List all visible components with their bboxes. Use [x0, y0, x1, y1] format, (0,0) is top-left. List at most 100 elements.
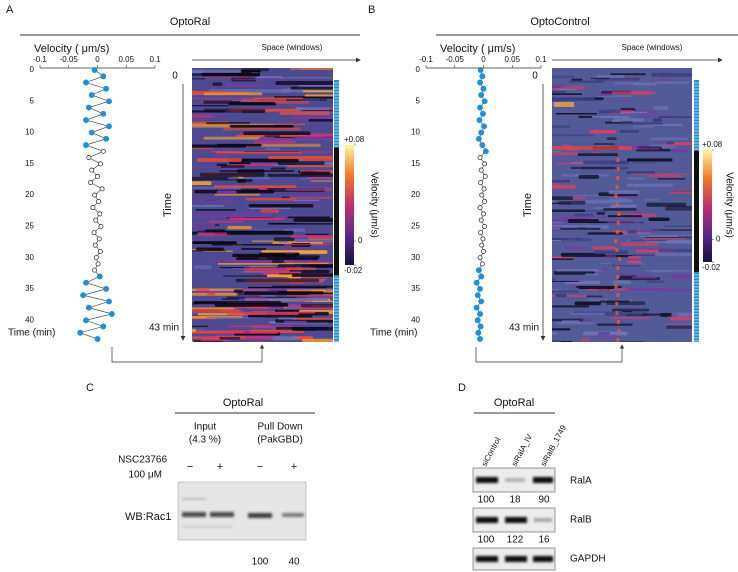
kymograph-texture	[195, 209, 236, 211]
kymograph-texture	[254, 140, 296, 144]
time-end: 43 min	[149, 323, 179, 334]
kymograph-texture	[291, 115, 333, 120]
kymograph-texture	[560, 252, 606, 257]
y-tick-label: 20	[411, 190, 420, 199]
kymograph-texture	[578, 285, 615, 289]
kymograph-texture	[650, 229, 692, 231]
velocity-point	[474, 317, 481, 324]
y-tick-label: 40	[411, 315, 420, 324]
kymograph-texture	[669, 317, 692, 321]
kymograph-texture	[591, 116, 630, 118]
velocity-point	[479, 242, 485, 248]
velocity-point	[480, 236, 486, 242]
kymograph-texture	[248, 204, 314, 208]
stim-bar-off	[334, 80, 339, 342]
velocity-point	[95, 261, 101, 267]
kymograph-texture	[616, 293, 620, 297]
kymograph-texture	[229, 125, 294, 128]
kymograph-texture	[615, 203, 619, 207]
y-tick-label: 15	[25, 159, 34, 168]
kymograph-texture	[232, 99, 247, 101]
kymograph-texture	[212, 82, 223, 86]
kymograph-texture	[616, 338, 620, 342]
kymograph-texture	[305, 233, 329, 236]
kymograph-texture	[199, 213, 272, 217]
kymograph-texture	[640, 229, 661, 233]
velocity-point	[83, 279, 89, 286]
kymograph-texture	[614, 273, 653, 276]
velocity-point	[93, 255, 99, 261]
kymograph-texture	[599, 262, 612, 265]
kymograph-texture	[272, 336, 298, 341]
x-tick-label: -0.05	[446, 55, 465, 64]
velocity-point	[481, 248, 486, 254]
kymograph-texture	[262, 307, 302, 310]
y-tick-label: 35	[25, 284, 34, 293]
kymograph-texture	[571, 78, 583, 81]
kymograph-texture	[560, 227, 601, 230]
kymograph-texture	[244, 211, 276, 213]
velocity-point	[100, 73, 107, 80]
kymograph-texture	[193, 265, 212, 270]
kymograph-texture	[643, 238, 687, 240]
kymograph-texture	[646, 280, 665, 284]
kymograph-texture	[280, 247, 302, 250]
kymograph-texture	[552, 134, 594, 137]
velocity-point	[96, 273, 103, 280]
kymograph-texture	[221, 298, 239, 300]
velocity-point	[103, 135, 110, 142]
sign: −	[187, 461, 193, 473]
kymograph-texture	[274, 309, 300, 312]
kymograph-texture	[555, 322, 595, 325]
kymograph-texture	[612, 280, 632, 285]
kymograph-texture	[622, 288, 671, 292]
kymograph-texture	[211, 244, 296, 246]
velocity-point	[478, 217, 484, 223]
kymograph-texture	[587, 232, 624, 235]
velocity-point	[477, 311, 483, 317]
kymograph-texture	[539, 272, 548, 274]
velocity-point	[477, 336, 483, 342]
quant: 100	[252, 557, 269, 568]
space-label: Space (windows)	[622, 43, 683, 52]
kymograph-texture	[613, 111, 648, 114]
velocity-point	[96, 236, 102, 242]
kymograph-texture	[286, 262, 329, 264]
kymograph-texture	[233, 289, 243, 293]
kymograph-texture	[614, 263, 646, 265]
axis-title: Time (min)	[370, 328, 417, 339]
velocity-point	[478, 298, 485, 305]
panel-title: OptoRal	[223, 397, 263, 409]
kymograph-texture	[658, 78, 672, 82]
kymograph-texture	[232, 253, 298, 258]
kymograph-texture	[617, 257, 621, 261]
kymograph-texture	[627, 255, 642, 259]
kymograph-texture	[211, 260, 255, 262]
kymograph-texture	[207, 292, 216, 296]
kymograph-texture	[192, 105, 229, 107]
velocity-point	[88, 92, 95, 98]
velocity-point	[100, 110, 107, 117]
kymograph-texture	[658, 116, 692, 118]
kymograph-texture	[666, 325, 692, 329]
panel-title: OptoControl	[530, 16, 589, 28]
kymograph-texture	[192, 187, 265, 189]
kymograph-texture	[192, 181, 212, 186]
velocity-point	[479, 110, 486, 117]
stim-bar	[334, 80, 339, 148]
kymograph-texture	[235, 257, 319, 261]
kymograph-texture	[192, 222, 216, 227]
kymograph-texture	[608, 190, 640, 195]
kymograph-texture	[192, 231, 198, 235]
kymograph-texture	[258, 187, 268, 190]
kymograph-texture	[220, 165, 245, 168]
kymograph-texture	[616, 320, 620, 324]
kymograph-texture	[615, 248, 619, 252]
velocity-point	[482, 161, 488, 167]
kymograph-texture	[552, 209, 586, 213]
kymograph-texture	[206, 330, 251, 332]
kymograph-texture	[657, 178, 686, 180]
velocity-point	[474, 292, 481, 299]
group-sub: (4.3 %)	[189, 435, 221, 446]
quant: 16	[538, 535, 550, 546]
